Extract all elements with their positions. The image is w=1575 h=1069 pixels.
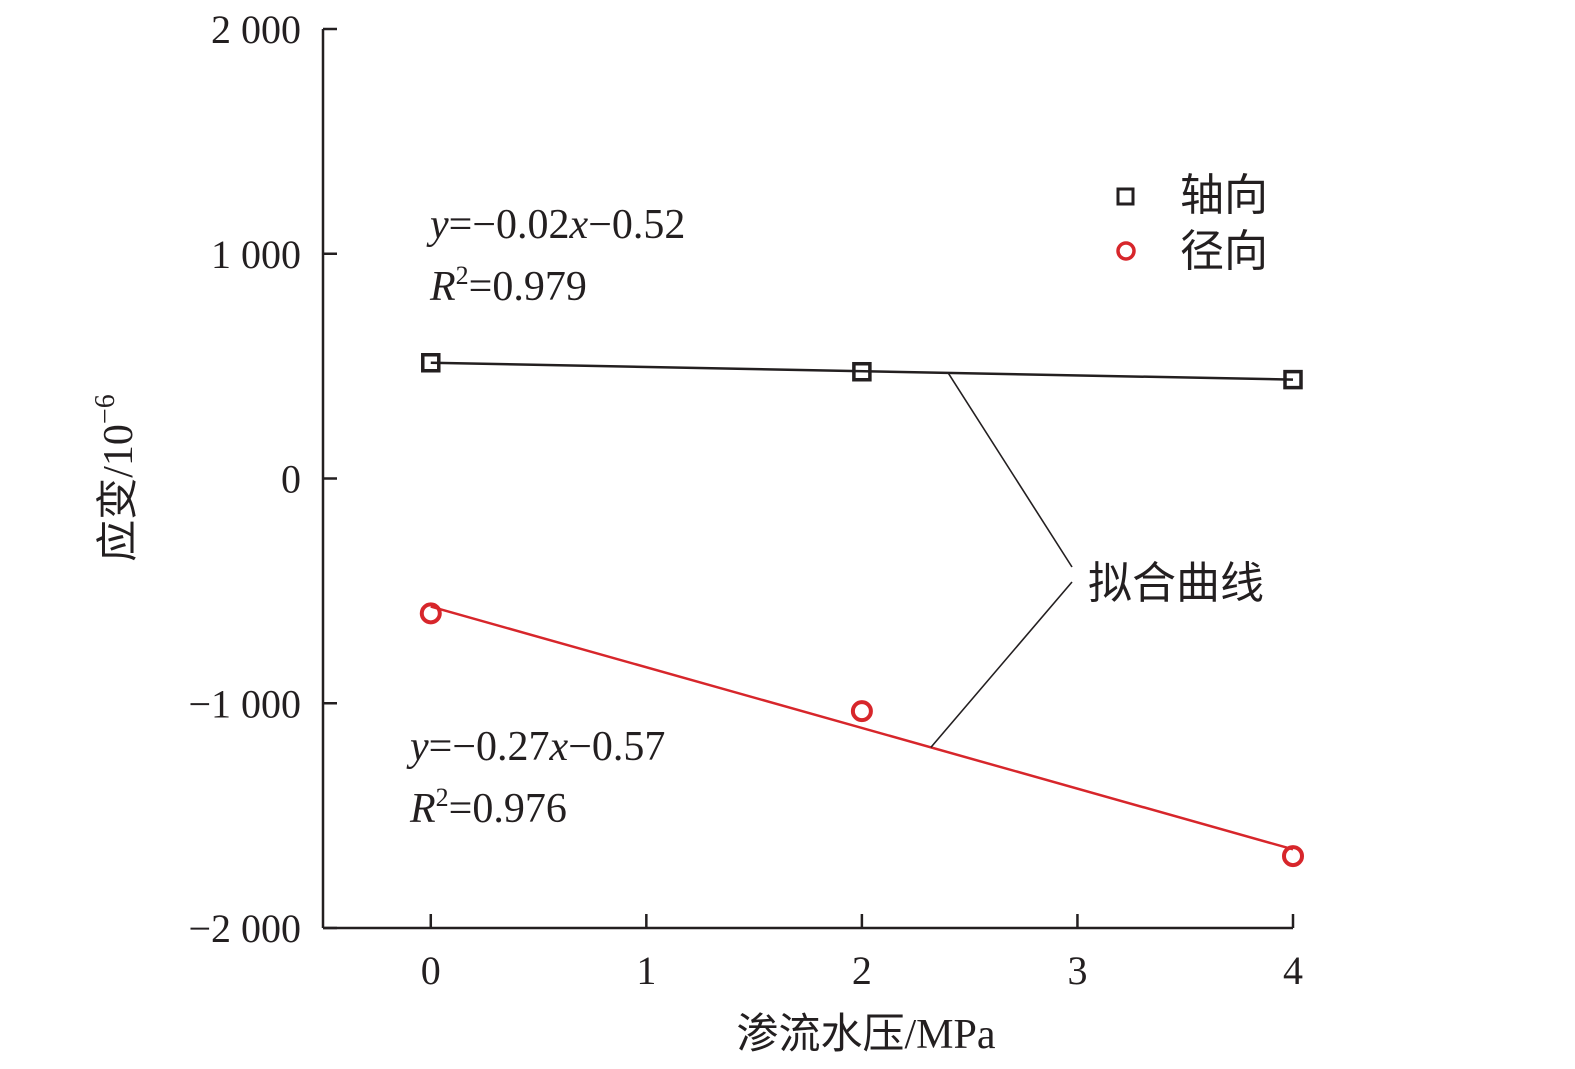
- y-tick-label: −1 000: [188, 681, 301, 726]
- y-tick-label: 1 000: [211, 232, 301, 277]
- fit-lines: [430, 361, 1294, 851]
- data-point-radial: [850, 700, 873, 723]
- data-point-radial: [419, 602, 442, 625]
- legend: 轴向 径向: [1116, 171, 1268, 276]
- leader-line-radial: [930, 581, 1073, 748]
- equation-axial: y=−0.02x−0.52: [426, 202, 685, 248]
- r2-axial: R2=0.979: [429, 261, 587, 310]
- leader-lines: [930, 372, 1073, 748]
- y-tick-label: 2 000: [211, 7, 301, 52]
- fit-line-radial: [430, 605, 1294, 851]
- legend-label-radial: 径向: [1180, 227, 1268, 276]
- y-axis-title: 应变/10−6: [90, 394, 142, 561]
- y-tick-label: −2 000: [188, 906, 301, 951]
- x-axis-title: 渗流水压/MPa: [736, 1012, 995, 1058]
- x-tick-label: 4: [1283, 948, 1303, 993]
- data-point-axial: [1283, 369, 1303, 390]
- data-point-axial: [421, 353, 441, 373]
- legend-label-axial: 轴向: [1180, 171, 1268, 220]
- legend-marker-radial: [1116, 241, 1136, 261]
- svg-text:应变/10−6: 应变/10−6: [90, 394, 142, 561]
- x-tick-label: 3: [1067, 948, 1087, 993]
- x-tick-label: 2: [852, 948, 872, 993]
- legend-item-axial: 轴向: [1116, 171, 1268, 220]
- axes: 2 000 1 000 0 −1 000 −2 000 0 1 2 3 4: [188, 7, 1303, 993]
- leader-line-axial: [947, 372, 1073, 568]
- fit-line-axial: [430, 361, 1294, 381]
- legend-marker-axial: [1116, 187, 1135, 206]
- y-axis-title-main: 应变/10: [95, 424, 142, 562]
- x-tick-label: 1: [636, 948, 656, 993]
- data-point-axial: [852, 361, 872, 382]
- legend-item-radial: 径向: [1116, 227, 1268, 276]
- x-tick-label: 0: [421, 948, 441, 993]
- data-points: [419, 353, 1304, 868]
- fit-curve-annotation: 拟合曲线: [1088, 559, 1264, 608]
- equation-radial: y=−0.27x−0.57: [406, 724, 665, 770]
- y-axis-title-exponent: −6: [90, 394, 121, 424]
- r2-radial: R2=0.976: [409, 783, 567, 832]
- y-tick-label: 0: [281, 457, 301, 502]
- data-point-radial: [1282, 845, 1304, 868]
